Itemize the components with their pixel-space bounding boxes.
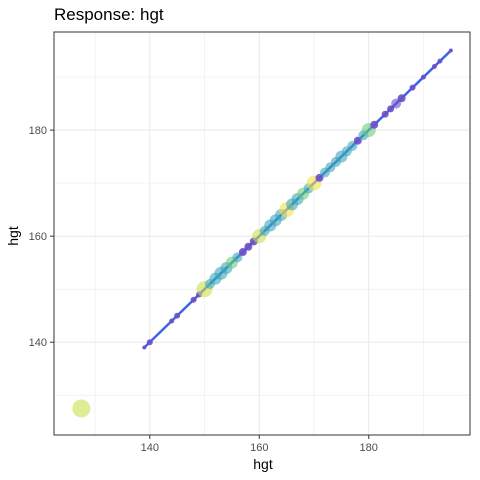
x-tick-label: 180: [360, 442, 378, 454]
data-point: [409, 84, 416, 91]
data-point: [146, 339, 153, 346]
chart-title: Response: hgt: [54, 5, 164, 24]
data-point: [370, 120, 379, 129]
x-axis-title: hgt: [253, 456, 273, 472]
x-tick-label: 140: [141, 442, 159, 454]
y-tick-label: 180: [29, 125, 47, 137]
data-point: [190, 296, 197, 303]
data-point: [381, 110, 389, 118]
y-axis-ticks: 140 160 180: [29, 125, 54, 349]
data-point: [232, 252, 243, 263]
data-point: [238, 248, 247, 257]
data-point: [72, 399, 91, 418]
y-tick-label: 140: [29, 337, 47, 349]
plot-panel-border: [53, 31, 471, 436]
data-point: [347, 141, 358, 152]
y-tick-label: 160: [29, 231, 47, 243]
data-point: [420, 74, 426, 80]
data-point: [437, 58, 443, 64]
data-point: [391, 98, 402, 109]
x-axis-ticks: 140 160 180: [141, 435, 378, 454]
data-point: [244, 242, 253, 251]
data-point: [397, 94, 406, 103]
y-axis-title: hgt: [5, 226, 21, 246]
data-point: [142, 345, 147, 350]
data-point: [174, 312, 181, 319]
data-point: [387, 105, 395, 113]
x-tick-label: 160: [250, 442, 268, 454]
data-point: [169, 318, 175, 324]
data-point: [431, 63, 437, 69]
points-layer: [72, 48, 453, 418]
data-point: [448, 48, 453, 53]
